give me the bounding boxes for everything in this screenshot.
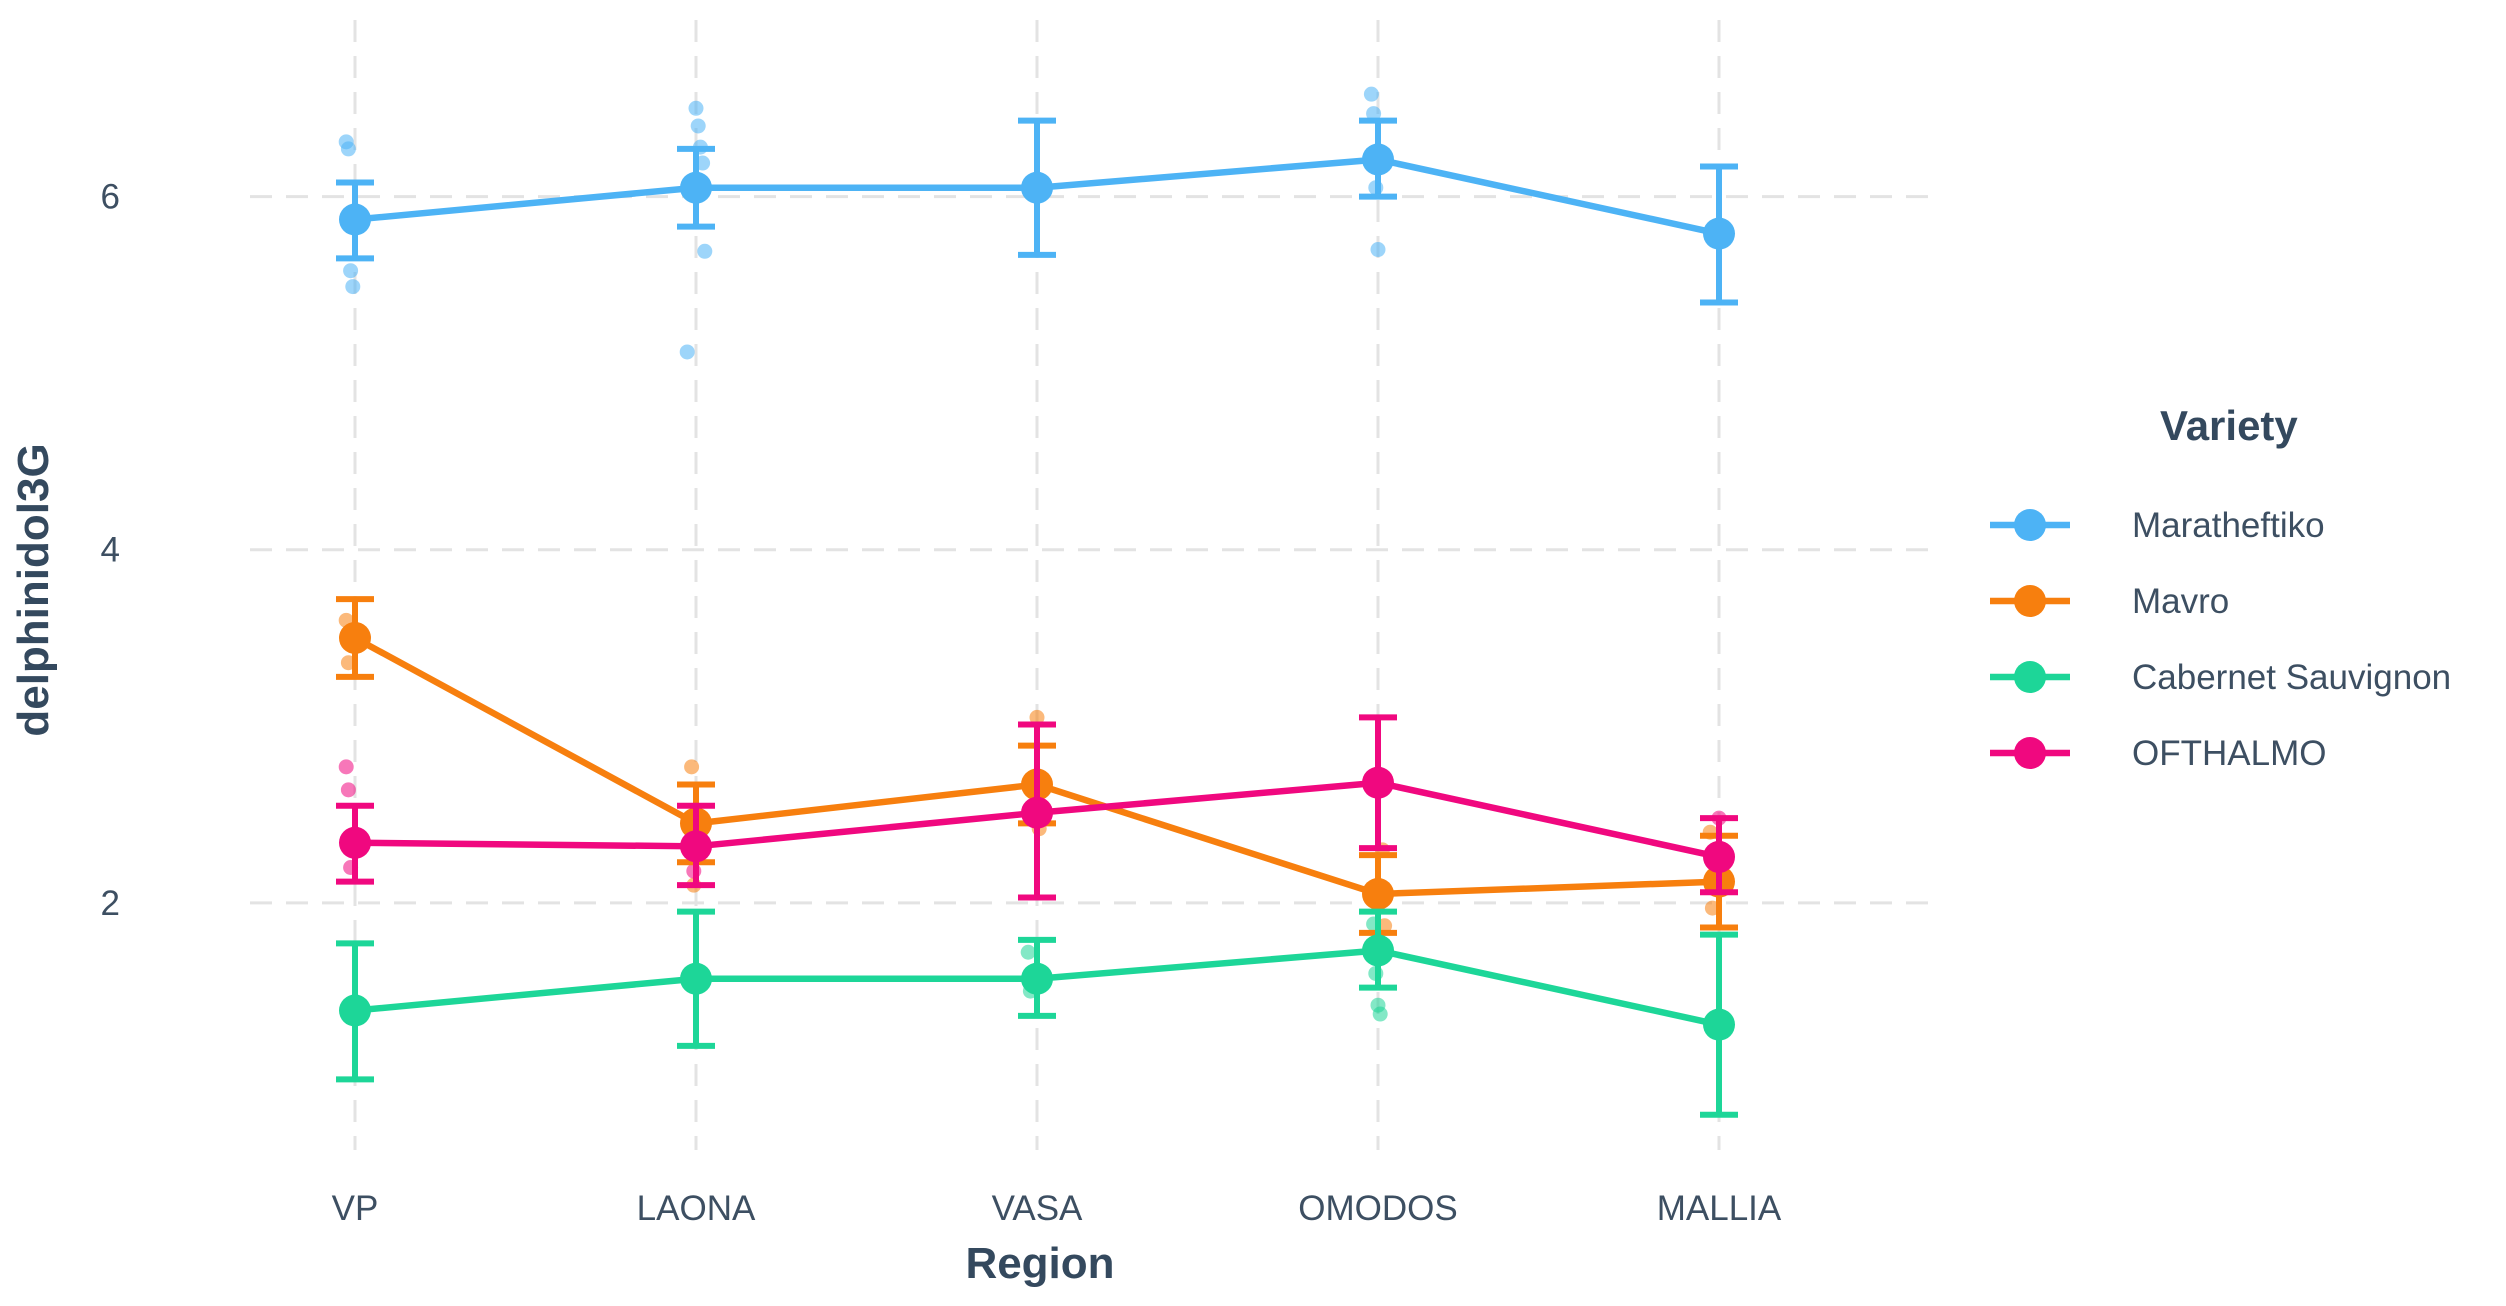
data-point <box>345 279 361 295</box>
x-tick-label: OMODOS <box>1298 1189 1457 1228</box>
data-point <box>684 759 700 775</box>
data-point <box>688 100 704 116</box>
mean-point <box>339 203 371 236</box>
y-tick-label: 4 <box>101 531 120 570</box>
x-axis-ticks: VP LAONA VASA OMODOS MALLIA <box>332 1189 1782 1228</box>
legend-label: OFTHALMO <box>2132 734 2326 773</box>
mean-point <box>1362 143 1394 176</box>
x-tick-label: VASA <box>992 1189 1083 1228</box>
legend-label: Cabernet Sauvignon <box>2132 658 2451 697</box>
legend-title: Variety <box>2160 402 2298 449</box>
data-point <box>343 263 359 279</box>
mean-point <box>1021 796 1053 829</box>
x-tick-label: VP <box>332 1189 379 1228</box>
legend: Variety Maratheftiko Mavro Cabernet Sauvig… <box>1990 402 2451 773</box>
data-point <box>697 243 713 259</box>
data-point <box>690 118 706 134</box>
legend-swatch-point <box>2014 737 2046 769</box>
mean-point <box>1703 840 1735 873</box>
mean-point <box>1021 962 1053 995</box>
legend-item: OFTHALMO <box>1990 734 2326 773</box>
data-point <box>1029 709 1045 725</box>
data-point <box>679 344 695 360</box>
mean-point <box>680 171 712 204</box>
mean-point <box>1021 171 1053 204</box>
data-point <box>1020 944 1036 960</box>
y-tick-label: 2 <box>101 884 120 923</box>
y-axis-ticks: 2 4 6 <box>101 178 120 923</box>
data-point <box>1370 242 1386 258</box>
grid <box>250 20 1930 1150</box>
series-group <box>336 908 1738 1118</box>
data-point <box>1366 106 1382 122</box>
mean-point <box>1703 217 1735 250</box>
legend-label: Maratheftiko <box>2132 506 2325 545</box>
legend-item: Mavro <box>1990 582 2229 621</box>
legend-swatch-point <box>2014 661 2046 693</box>
series <box>336 117 1738 1118</box>
legend-label: Mavro <box>2132 582 2229 621</box>
data-point <box>340 782 356 798</box>
data-point <box>338 759 354 775</box>
series-group <box>336 714 1738 901</box>
mean-point <box>680 962 712 995</box>
legend-item: Cabernet Sauvignon <box>1990 658 2451 697</box>
legend-swatch-point <box>2014 585 2046 617</box>
mean-point <box>1362 934 1394 967</box>
raw-points <box>338 86 1729 1022</box>
y-tick-label: 6 <box>101 178 120 217</box>
x-axis-title: Region <box>965 1239 1114 1288</box>
legend-items: Maratheftiko Mavro Cabernet Sauvignon OFTHA… <box>1990 506 2451 773</box>
mean-point <box>1703 1008 1735 1041</box>
series-group <box>336 117 1738 306</box>
legend-swatch-point <box>2014 509 2046 541</box>
data-point <box>1372 1006 1388 1022</box>
x-tick-label: LAONA <box>637 1189 756 1228</box>
legend-item: Maratheftiko <box>1990 506 2325 545</box>
y-axis-title: delphinidol3G <box>9 443 58 736</box>
mean-point <box>339 621 371 654</box>
x-tick-label: MALLIA <box>1657 1189 1782 1228</box>
mean-point <box>1362 766 1394 799</box>
data-point <box>1363 86 1379 102</box>
mean-point <box>339 994 371 1027</box>
mean-point <box>680 830 712 863</box>
mean-point <box>1362 877 1394 910</box>
mean-point <box>339 826 371 859</box>
data-point <box>340 141 356 157</box>
